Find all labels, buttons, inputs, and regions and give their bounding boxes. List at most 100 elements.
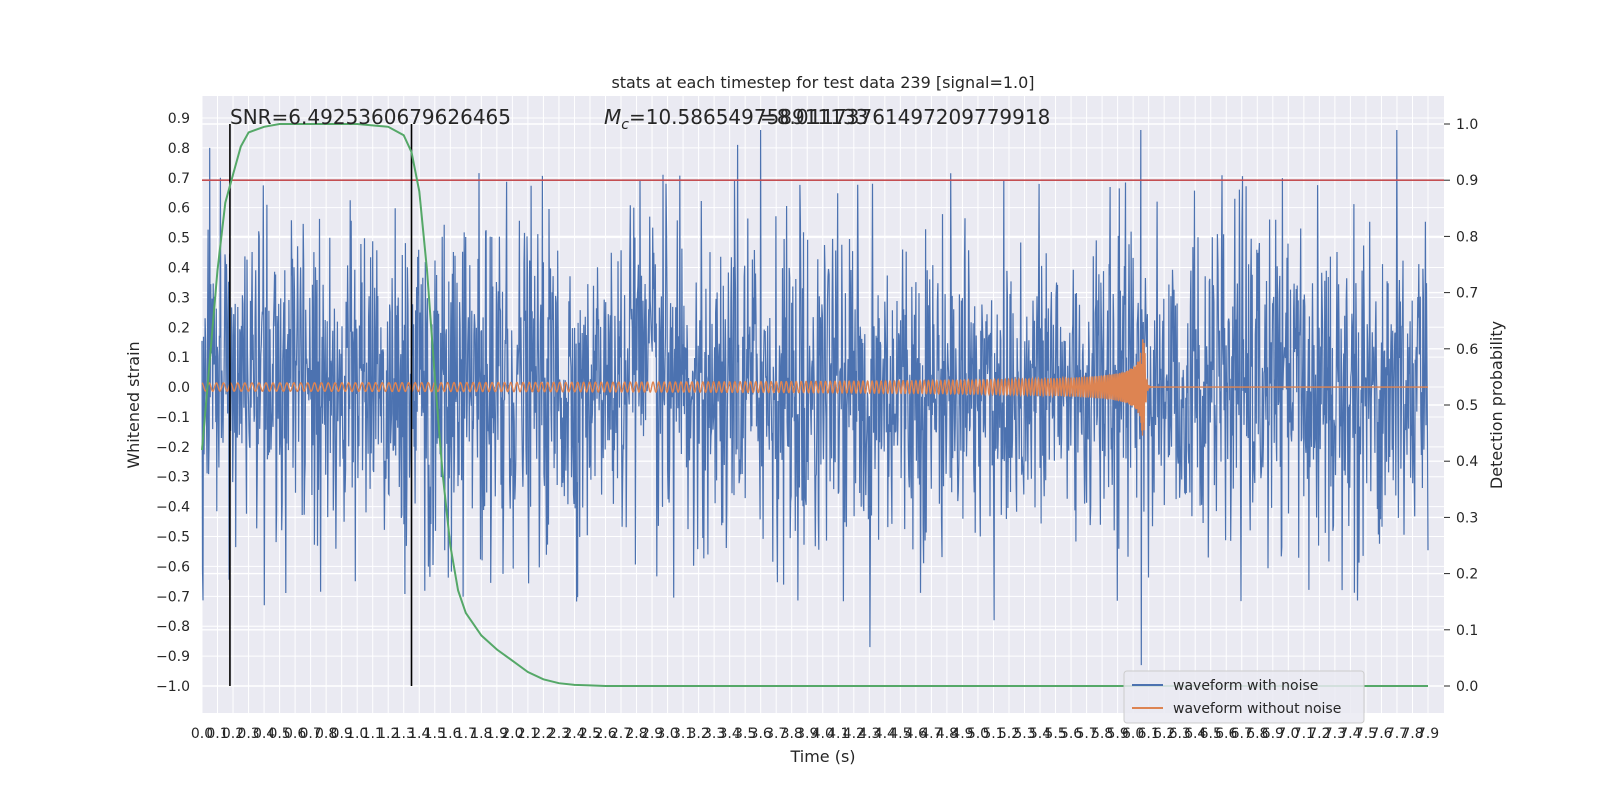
overlay-layer [201,123,1444,687]
legend-box [1123,670,1365,724]
x-tick-label: 3.3 [703,726,725,742]
overlap-annotation: =8.01173761497209779918 [760,105,1050,129]
x-tick-label: 3.2 [687,726,709,742]
x-tick-label: 4.0 [812,726,834,742]
legend: waveform with noise waveform without noi… [1123,670,1365,724]
noise-waveform-series [201,129,1429,666]
snr-annotation: SNR=6.4925360679626465 [230,105,511,129]
y-tick-label: −1.0 [156,679,190,695]
x-tick-label: 4.2 [843,726,865,742]
clean-waveform-line [201,339,1428,436]
x-tick-label: 5.3 [1013,726,1035,742]
y-tick-label: 0.0 [168,380,190,396]
x-tick-label: 6.4 [1184,726,1206,742]
y-tick-label: 0.1 [168,350,190,366]
y2-tick-label: 0.4 [1456,454,1478,470]
y-tick-label: 0.5 [168,231,190,247]
x-tick-label: 0.7 [300,726,322,742]
x-tick-label: 7.7 [1386,726,1408,742]
x-tick-label: 5.7 [1075,726,1097,742]
y2-tick-label: 0.7 [1456,286,1478,302]
y2-tick-label: 0.1 [1456,623,1478,639]
x-tick-label: 5.8 [1091,726,1113,742]
y2-tick-label: 0.3 [1456,510,1478,526]
mc-symbol: M [604,105,621,129]
x-tick-label: 0.5 [268,726,290,742]
y2-tick-label: 0.5 [1456,398,1478,414]
x-tick-label: 7.4 [1339,726,1361,742]
x-tick-label: 0.9 [331,726,353,742]
x-tick-label: 1.7 [455,726,477,742]
x-tick-label: 7.2 [1308,726,1330,742]
x-tick-label: 7.9 [1417,726,1439,742]
x-tick-label: 5.4 [1029,726,1051,742]
y-tick-label: −0.8 [156,619,190,635]
x-tick-label: 2.3 [548,726,570,742]
x-tick-label: 7.0 [1277,726,1299,742]
x-tick-label: 7.8 [1401,726,1423,742]
x-tick-label: 5.0 [967,726,989,742]
x-tick-label: 1.6 [439,726,461,742]
clean-waveform-series [201,339,1428,436]
x-tick-label: 1.0 [346,726,368,742]
x-tick-label: 3.0 [656,726,678,742]
axes: 0.00.10.20.30.40.50.60.70.80.91.01.11.21… [156,111,1478,742]
y2-tick-label: 1.0 [1456,117,1478,133]
x-tick-label: 2.6 [594,726,616,742]
x-tick-label: 2.1 [517,726,539,742]
x-tick-label: 1.2 [377,726,399,742]
x-tick-label: 3.7 [765,726,787,742]
y2-tick-label: 0.6 [1456,342,1478,358]
y2-tick-label: 0.2 [1456,567,1478,583]
mc-annotation: Mc=10.586549758911133 [604,105,868,133]
x-tick-label: 4.9 [951,726,973,742]
x-tick-label: 2.0 [501,726,523,742]
legend-label-noise: waveform with noise [1173,678,1318,694]
mc-value: =10.586549758911133 [629,105,868,129]
x-tick-label: 5.2 [998,726,1020,742]
x-tick-label: 2.9 [641,726,663,742]
x-tick-label: 3.4 [719,726,741,742]
x-tick-label: 2.5 [579,726,601,742]
x-tick-label: 6.1 [1138,726,1160,742]
x-tick-label: 6.2 [1153,726,1175,742]
mc-subscript: c [621,117,629,133]
legend-label-clean: waveform without noise [1173,701,1341,717]
x-tick-label: 7.6 [1370,726,1392,742]
x-tick-label: 4.5 [889,726,911,742]
x-tick-label: 6.5 [1200,726,1222,742]
y2-axis-label: Detection probability [1487,321,1506,489]
y2-tick-label: 0.0 [1456,679,1478,695]
x-tick-label: 5.5 [1044,726,1066,742]
y-tick-label: 0.2 [168,320,190,336]
x-tick-label: 2.2 [532,726,554,742]
x-tick-label: 6.3 [1169,726,1191,742]
y-tick-label: −0.4 [156,500,190,516]
x-tick-label: 1.1 [362,726,384,742]
y-tick-label: −0.2 [156,440,190,456]
y-tick-label: −0.9 [156,649,190,665]
x-tick-label: 7.3 [1324,726,1346,742]
x-tick-label: 2.8 [625,726,647,742]
x-tick-label: 7.5 [1355,726,1377,742]
x-tick-label: 2.7 [610,726,632,742]
chart-title: stats at each timestep for test data 239… [611,73,1034,92]
x-tick-label: 4.7 [920,726,942,742]
x-tick-label: 4.3 [858,726,880,742]
x-tick-label: 4.4 [874,726,896,742]
x-tick-label: 1.8 [470,726,492,742]
x-tick-label: 0.0 [191,726,213,742]
y-tick-label: 0.9 [168,111,190,127]
x-tick-label: 1.9 [486,726,508,742]
y-tick-label: 0.7 [168,171,190,187]
y-axis-label: Whitened strain [124,341,143,468]
x-tick-label: 7.1 [1293,726,1315,742]
x-tick-label: 5.1 [982,726,1004,742]
x-tick-label: 3.1 [672,726,694,742]
y2-tick-label: 0.8 [1456,229,1478,245]
x-tick-label: 0.3 [237,726,259,742]
x-tick-label: 3.8 [781,726,803,742]
y-tick-label: 0.3 [168,290,190,306]
x-tick-label: 5.9 [1106,726,1128,742]
x-tick-label: 6.7 [1231,726,1253,742]
